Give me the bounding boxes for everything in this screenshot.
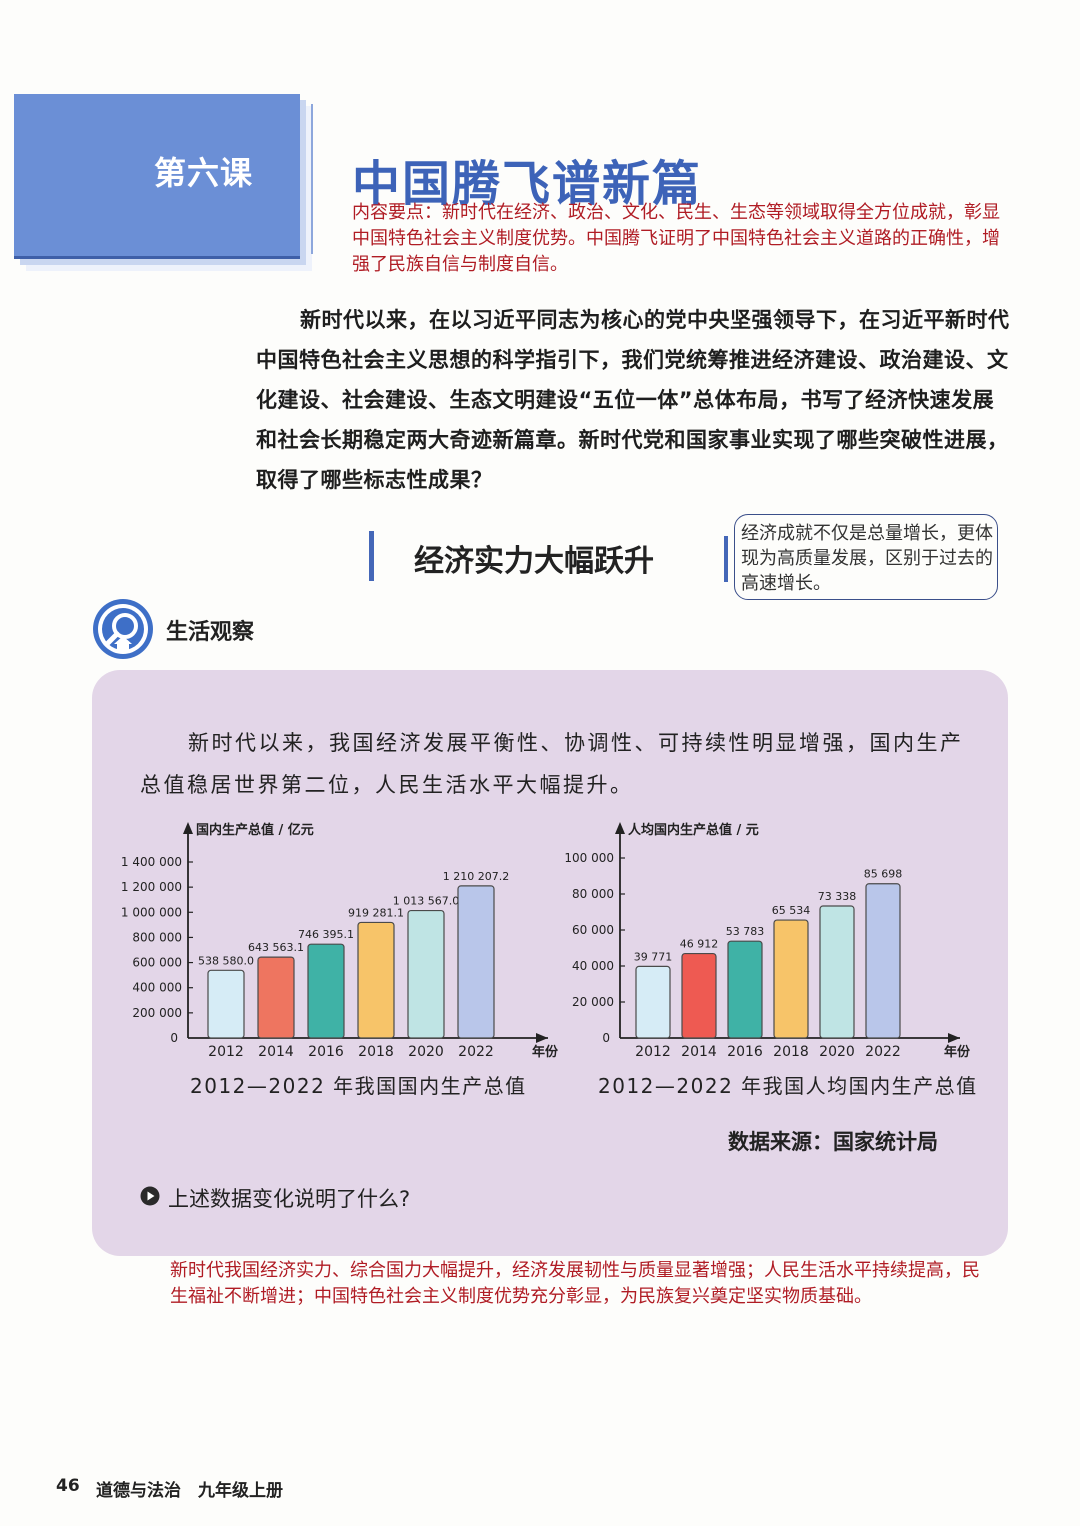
lesson-title: 中国腾飞谱新篇: [352, 156, 703, 212]
gdp-bar: [257, 956, 295, 1039]
gdp-chart-caption: 2012—2022 年我国国内生产总值: [190, 1074, 527, 1098]
lesson-banner: 第六课: [14, 94, 300, 259]
gdp-bar-value-label: 746 395.1: [298, 928, 354, 941]
gdp-y-tick-label: 600 000: [132, 956, 182, 970]
intro-paragraph: 新时代以来，在以习近平同志为核心的党中央坚强领导下，在习近平新时代中国特色社会主…: [256, 308, 1010, 492]
per-capita-x-tick-label: 2022: [865, 1044, 901, 1060]
gdp-x-axis-arrow: [536, 1033, 548, 1043]
gdp-x-tick-label: 2016: [308, 1044, 344, 1060]
per-capita-y-tick-zero: 0: [602, 1031, 610, 1045]
lesson-number: 第六课: [154, 154, 254, 192]
gdp-bar-value-label: 1 013 567.0: [393, 895, 459, 908]
gdp-y-axis-arrow: [183, 822, 193, 834]
discussion-question: 上述数据变化说明了什么?: [168, 1187, 411, 1211]
magnifier-house-icon: [93, 599, 153, 659]
per-capita-x-axis-arrow: [948, 1033, 960, 1043]
observation-text: 新时代以来，我国经济发展平衡性、协调性、可持续性明显增强，国内生产总值稳居世界第…: [140, 731, 964, 797]
per-capita-y-tick-label: 60 000: [572, 923, 614, 937]
data-source: 数据来源：国家统计局: [728, 1130, 938, 1154]
page-number: 46: [56, 1476, 80, 1496]
per-capita-y-tick-label: 40 000: [572, 959, 614, 973]
per-capita-bar-value-label: 65 534: [772, 904, 811, 917]
per-capita-y-tick-label: 80 000: [572, 887, 614, 901]
per-capita-bar: [865, 883, 901, 1039]
per-capita-x-tick-label: 2012: [635, 1044, 671, 1060]
per-capita-y-axis-label: 人均国内生产总值 / 元: [628, 822, 759, 838]
section-title-bar: [369, 531, 374, 581]
per-capita-x-axis-label: 年份: [944, 1044, 971, 1060]
per-capita-bar-value-label: 85 698: [864, 868, 903, 881]
per-capita-bar: [681, 952, 717, 1039]
gdp-bar: [307, 943, 345, 1039]
per-capita-bar: [819, 905, 855, 1039]
gdp-bar: [207, 969, 245, 1039]
gdp-bar: [357, 921, 395, 1039]
gdp-x-tick-label: 2022: [458, 1044, 494, 1060]
per-capita-bar-value-label: 46 912: [680, 938, 719, 951]
per-capita-bar-value-label: 73 338: [818, 890, 857, 903]
key-points-note: 内容要点：新时代在经济、政治、文化、民生、生态等领域取得全方位成就，彰显中国特色…: [352, 202, 1000, 275]
gdp-y-tick-label: 200 000: [132, 1006, 182, 1020]
gdp-y-tick-zero: 0: [170, 1031, 178, 1045]
play-circle-icon: [140, 1186, 160, 1206]
per-capita-bar-value-label: 53 783: [726, 925, 765, 938]
gdp-bar-value-label: 1 210 207.2: [443, 870, 509, 883]
per-capita-y-axis-arrow: [615, 822, 625, 834]
per-capita-gdp-bar-chart: 人均国内生产总值 / 元年份 0 20 000 40 000 60 000 80 000 1…: [564, 822, 971, 1060]
gdp-x-tick-label: 2020: [408, 1044, 444, 1060]
gdp-bar: [407, 909, 445, 1039]
gdp-x-tick-label: 2012: [208, 1044, 244, 1060]
gdp-x-axis-label: 年份: [532, 1044, 559, 1060]
gdp-y-tick-label: 800 000: [132, 930, 182, 944]
gdp-y-axis-label: 国内生产总值 / 亿元: [196, 822, 314, 838]
per-capita-x-tick-label: 2014: [681, 1044, 717, 1060]
per-capita-bar: [727, 940, 763, 1039]
side-note-bar: [724, 536, 728, 582]
per-capita-y-tick-label: 100 000: [564, 851, 614, 865]
gdp-y-tick-label: 1 000 000: [121, 905, 182, 919]
gdp-bar: [457, 885, 495, 1039]
section-title: 经济实力大幅跃升: [414, 544, 654, 579]
gdp-x-tick-label: 2018: [358, 1044, 394, 1060]
per-capita-x-tick-label: 2020: [819, 1044, 855, 1060]
observation-panel: [92, 670, 1008, 1256]
per-capita-bar-value-label: 39 771: [634, 950, 673, 963]
per-capita-bar: [635, 965, 671, 1039]
per-capita-x-tick-label: 2016: [727, 1044, 763, 1060]
per-capita-y-tick-label: 20 000: [572, 995, 614, 1009]
gdp-y-tick-label: 400 000: [132, 981, 182, 995]
gdp-x-tick-label: 2014: [258, 1044, 294, 1060]
per-capita-bar: [773, 919, 809, 1039]
banner-edge-decoration: [305, 104, 313, 254]
book-title: 道德与法治 九年级上册: [96, 1481, 283, 1501]
side-note: 经济成就不仅是总量增长，更体现为高质量发展，区别于过去的高速增长。: [734, 514, 998, 600]
gdp-bar-value-label: 919 281.1: [348, 906, 404, 919]
gdp-y-tick-label: 1 400 000: [121, 855, 182, 869]
gdp-bar-value-label: 643 563.1: [248, 941, 304, 954]
per-capita-chart-caption: 2012—2022 年我国人均国内生产总值: [598, 1074, 978, 1098]
gdp-bar-value-label: 538 580.0: [198, 954, 254, 967]
answer-note: 新时代我国经济实力、综合国力大幅提升，经济发展韧性与质量显著增强；人民生活水平持…: [170, 1260, 980, 1307]
gdp-y-tick-label: 1 200 000: [121, 880, 182, 894]
per-capita-x-tick-label: 2018: [773, 1044, 809, 1060]
observation-label: 生活观察: [166, 620, 255, 645]
